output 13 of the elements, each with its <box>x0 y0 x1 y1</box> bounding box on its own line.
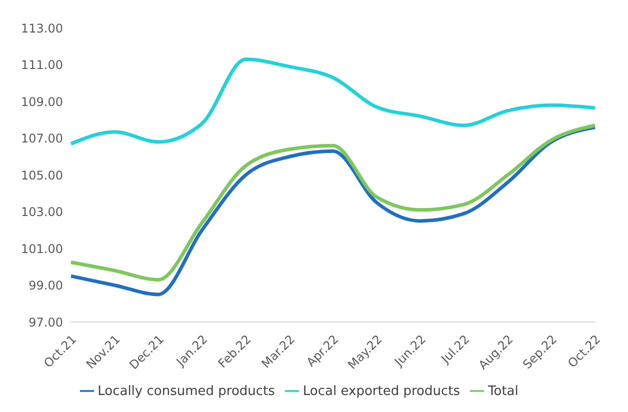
y-tick-label: 105.00 <box>21 168 63 182</box>
y-tick-label: 103.00 <box>21 205 63 220</box>
y-tick-label: 99.00 <box>28 278 63 293</box>
line-series <box>69 57 597 146</box>
legend-label: Total <box>488 384 518 399</box>
legend-label: Locally consumed products <box>98 384 275 399</box>
legend-label: Local exported products <box>302 384 460 399</box>
y-tick-label: 113.00 <box>21 21 63 36</box>
y-tick-label: 107.00 <box>21 132 63 146</box>
y-tick-label: 97.00 <box>28 315 63 330</box>
y-tick-label: 111.00 <box>21 58 63 72</box>
y-tick-label: 109.00 <box>21 94 63 109</box>
y-tick-label: 101.00 <box>21 242 63 256</box>
